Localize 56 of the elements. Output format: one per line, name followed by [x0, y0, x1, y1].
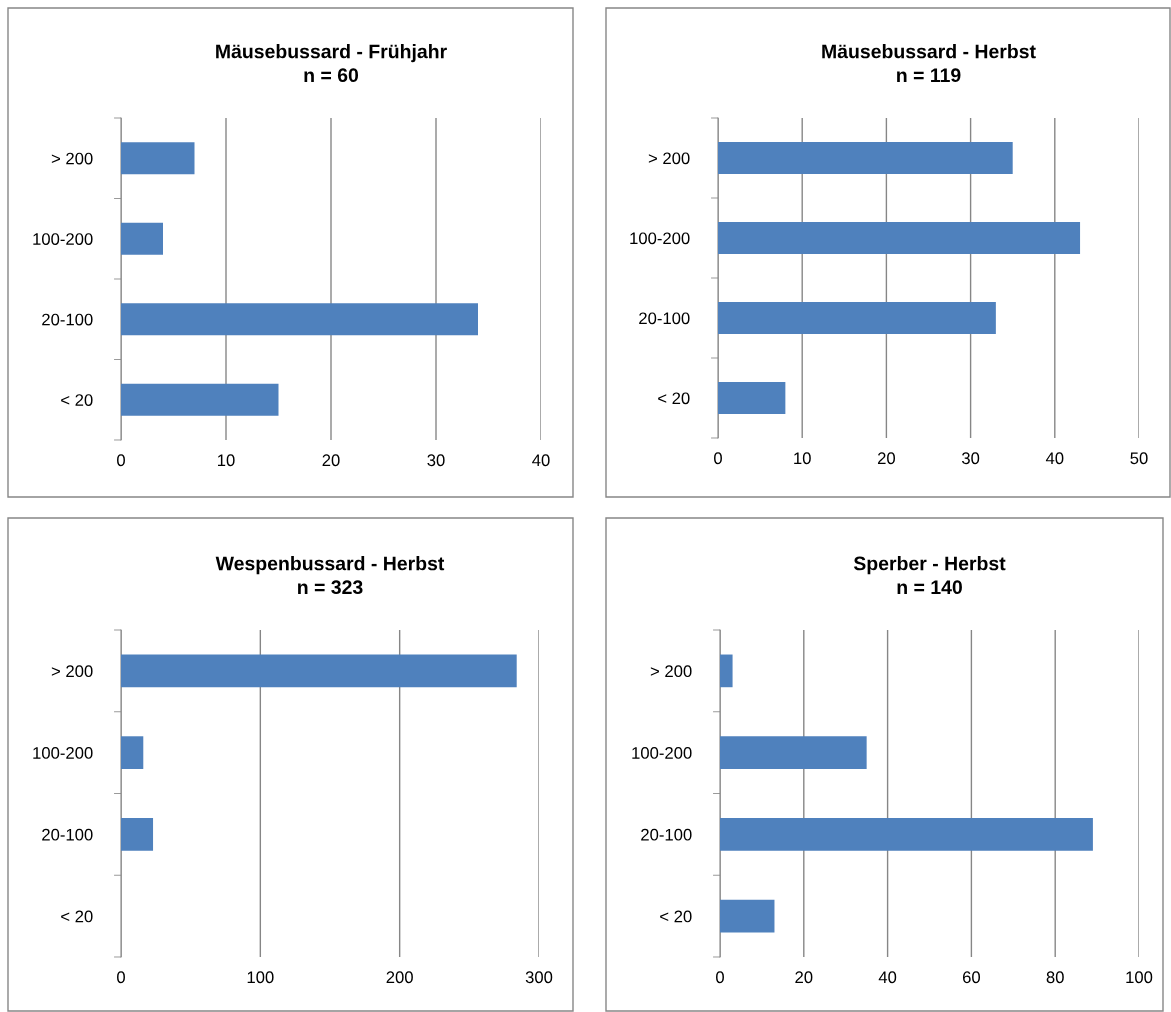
y-tick-label: 100-200	[33, 747, 93, 759]
bar	[121, 303, 478, 336]
y-tick-label: 20-100	[639, 312, 690, 325]
x-tick-label: 40	[532, 454, 550, 467]
y-tick-label: < 20	[61, 394, 93, 406]
y-tick-label: > 200	[648, 152, 690, 165]
x-tick-label: 20	[795, 971, 813, 984]
chart-title: Wespenbussard - Herbst n = 323	[215, 556, 445, 595]
x-tick-label: 0	[117, 454, 125, 467]
x-tick-label: 100	[247, 971, 274, 984]
y-tick-label: 100-200	[630, 232, 690, 245]
y-tick-label: > 200	[51, 152, 93, 165]
bar	[720, 736, 867, 769]
x-tick-label: 30	[427, 454, 445, 467]
x-tick-label: 200	[386, 971, 413, 984]
bar	[720, 899, 775, 933]
x-tick-label: 100	[1126, 971, 1153, 984]
y-tick-label: 100-200	[33, 233, 93, 245]
x-tick-label: 50	[1130, 452, 1148, 465]
x-tick-label: 40	[1045, 452, 1064, 465]
x-tick-label: 80	[1046, 971, 1064, 984]
y-tick-label: 100-200	[632, 747, 692, 759]
y-tick-label: < 20	[658, 392, 690, 405]
y-tick-label: > 200	[650, 665, 692, 678]
x-tick-label: 0	[117, 971, 125, 984]
x-tick-label: 20	[877, 452, 896, 465]
y-tick-label: 20-100	[641, 828, 692, 841]
bar	[121, 142, 195, 175]
chart-title: Sperber - Herbst n = 140	[853, 556, 1006, 595]
x-tick-label: 20	[322, 454, 340, 467]
x-tick-label: 10	[794, 452, 811, 465]
bar	[720, 654, 733, 688]
y-tick-label: < 20	[660, 910, 692, 923]
bar	[720, 818, 1093, 851]
x-tick-label: 60	[962, 971, 981, 984]
y-tick-label: > 200	[51, 665, 93, 678]
x-tick-label: 0	[714, 452, 722, 465]
y-tick-label: 20-100	[42, 313, 93, 326]
bar	[718, 382, 786, 414]
bar	[718, 142, 1013, 174]
bar	[718, 222, 1081, 254]
y-tick-label: 20-100	[42, 828, 93, 841]
bar	[121, 383, 279, 416]
x-tick-label: 0	[716, 971, 724, 984]
chart-title: Mäusebussard - Frühjahr n = 60	[216, 44, 447, 83]
bar	[121, 654, 517, 688]
x-tick-label: 30	[961, 452, 980, 465]
x-tick-label: 300	[525, 971, 553, 984]
x-tick-label: 40	[878, 971, 897, 984]
x-tick-label: 10	[218, 454, 235, 467]
bar	[121, 736, 144, 769]
chart-title: Mäusebussard - Herbst n = 119	[822, 44, 1036, 83]
y-tick-label: < 20	[61, 910, 93, 923]
bar	[121, 222, 163, 255]
bar	[718, 302, 996, 334]
bar	[121, 818, 154, 851]
